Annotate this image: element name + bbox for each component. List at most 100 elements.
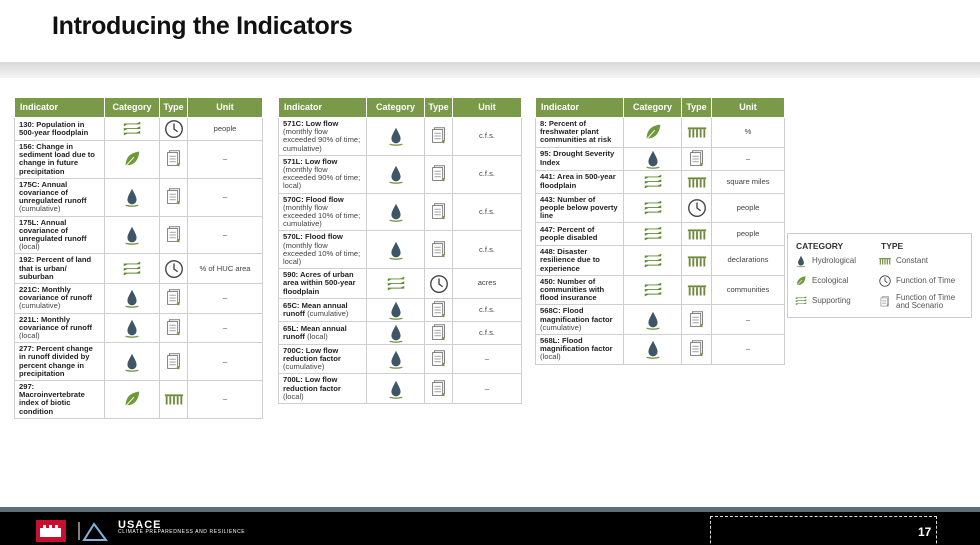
- type-cell: [159, 177, 188, 217]
- indicator-row: 277: Percent change in runoff divided by…: [14, 342, 263, 382]
- indicator-name: 175L: Annual covariance of unregulated r…: [19, 217, 87, 244]
- indicator-row: 65L: Mean annual runoff (local) c.f.s.: [278, 320, 522, 345]
- indicator-row: 590: Acres of urban area within 500-year…: [278, 268, 522, 299]
- unit-cell: people: [187, 117, 263, 141]
- column-header: Unit: [187, 97, 263, 118]
- legend-label: Hydrological: [812, 256, 857, 265]
- type-cell: [681, 169, 712, 194]
- indicator-cell: 175C: Annual covariance of unregulated r…: [14, 177, 105, 217]
- type-cell: [681, 117, 712, 148]
- category-cell: [366, 297, 425, 322]
- brand-sub: CLIMATE PREPAREDNESS AND RESILIENCE: [118, 529, 246, 535]
- header-row: Indicator Category Type Unit: [14, 97, 263, 118]
- indicator-cell: 175L: Annual covariance of unregulated r…: [14, 215, 105, 255]
- type-cell: [681, 222, 712, 247]
- category-cell: [623, 245, 682, 276]
- unit-cell: –: [711, 304, 785, 336]
- indicator-cell: 447: Percent of people disabled: [535, 222, 624, 247]
- indicator-row: 221C: Monthly covariance of runoff (cumu…: [14, 283, 263, 314]
- indicator-name: 443: Number of people below poverty line: [540, 194, 618, 221]
- icon: [121, 351, 143, 373]
- icon: [121, 388, 143, 410]
- icon: [642, 309, 664, 331]
- category-cell: [623, 334, 682, 365]
- indicator-note: (cumulative): [283, 362, 325, 372]
- indicator-name: 570C: Flood flow: [283, 194, 344, 204]
- icon: [385, 299, 407, 321]
- footer-brand: USACE CLIMATE PREPAREDNESS AND RESILIENC…: [118, 520, 246, 535]
- unit-cell: % of HUC area: [187, 253, 263, 285]
- category-cell: [623, 146, 682, 171]
- indicator-name: 447: Percent of people disabled: [540, 225, 598, 243]
- legend-label: Supporting: [812, 296, 851, 305]
- icon: [686, 148, 708, 170]
- legend-label: Function of Time: [896, 276, 956, 285]
- icon: [642, 197, 664, 219]
- unit-cell: –: [452, 343, 522, 375]
- category-cell: [366, 373, 425, 405]
- type-cell: [681, 192, 712, 224]
- indicator-row: 570C: Flood flow (monthly flow exceeded …: [278, 192, 522, 232]
- icon: [163, 118, 185, 140]
- indicator-name: 570L: Flood flow: [283, 232, 343, 242]
- legend-item: Function of Time and Scenario: [878, 294, 970, 310]
- category-cell: [104, 380, 160, 419]
- indicator-row: 65C: Mean annual runoff (cumulative) c.f.…: [278, 297, 522, 322]
- column-header: Unit: [452, 97, 522, 118]
- icon: [878, 295, 892, 309]
- indicator-cell: 570L: Flood flow (monthly flow exceeded …: [278, 230, 367, 270]
- category-cell: [366, 268, 425, 299]
- indicator-note: (cumulative): [307, 308, 349, 318]
- unit-cell: c.f.s.: [452, 320, 522, 345]
- icon: [163, 224, 185, 246]
- legend: CATEGORY TYPE Hydrological Ecological Supp…: [787, 233, 972, 318]
- column-header: Type: [424, 97, 453, 118]
- column-header: Type: [681, 97, 712, 118]
- unit-cell: c.f.s.: [452, 154, 522, 194]
- category-cell: [623, 192, 682, 224]
- icon: [428, 322, 450, 344]
- category-cell: [104, 177, 160, 217]
- indicator-name: 297: Macroinvertebrate index of biotic c…: [19, 382, 85, 416]
- indicator-cell: 450: Number of communities with flood in…: [535, 274, 624, 306]
- indicator-row: 221L: Monthly covariance of runoff (loca…: [14, 312, 263, 344]
- category-cell: [623, 222, 682, 247]
- icon: [163, 317, 185, 339]
- type-cell: [424, 297, 453, 322]
- icon: [642, 338, 664, 360]
- unit-cell: declarations: [711, 245, 785, 276]
- category-cell: [104, 283, 160, 314]
- indicator-cell: 590: Acres of urban area within 500-year…: [278, 268, 367, 299]
- indicator-note: (monthly flow exceeded 10% of time; cumu…: [283, 202, 361, 229]
- category-cell: [104, 117, 160, 141]
- indicator-name: 65L: Mean annual runoff: [283, 323, 347, 341]
- category-cell: [104, 215, 160, 255]
- indicator-cell: 221L: Monthly covariance of runoff (loca…: [14, 312, 105, 344]
- column-header: Type: [159, 97, 188, 118]
- indicator-note: (local): [19, 331, 40, 341]
- unit-cell: –: [711, 334, 785, 365]
- indicator-name: 571C: Low flow: [283, 119, 339, 128]
- icon: [642, 148, 664, 170]
- legend-heading: CATEGORY: [796, 241, 844, 251]
- indicator-cell: 192: Percent of land that is urban/ subu…: [14, 253, 105, 285]
- indicator-note: (cumulative): [19, 204, 61, 214]
- column-header: Category: [104, 97, 160, 118]
- indicator-cell: 65L: Mean annual runoff (local): [278, 320, 367, 345]
- icon: [428, 125, 450, 147]
- icon: [794, 294, 808, 308]
- type-cell: [681, 304, 712, 336]
- indicator-name: 277: Percent change in runoff divided by…: [19, 344, 93, 378]
- unit-cell: c.f.s.: [452, 192, 522, 232]
- legend-label: Function of Time and Scenario: [896, 293, 956, 310]
- indicator-cell: 568L: Flood magnification factor (local): [535, 334, 624, 365]
- type-cell: [424, 320, 453, 345]
- type-cell: [424, 373, 453, 405]
- indicator-note: (local): [283, 391, 304, 401]
- slide-title: Introducing the Indicators: [52, 12, 353, 40]
- unit-cell: –: [187, 177, 263, 217]
- legend-item: Constant: [878, 254, 970, 268]
- icon: [686, 309, 708, 331]
- icon: [163, 351, 185, 373]
- indicator-note: (cumulative): [19, 301, 61, 311]
